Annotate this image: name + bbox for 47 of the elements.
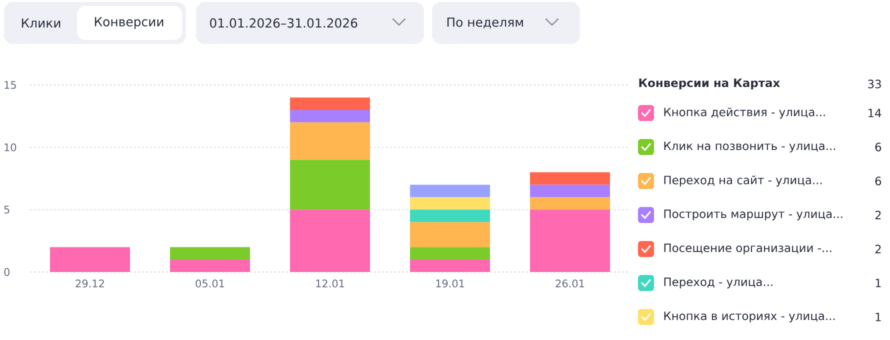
legend-label: Кнопка в историях - улица... (664, 312, 835, 322)
legend-label: Клик на позвонить - улица... (664, 142, 836, 152)
x-tick-label: 05.01 (196, 280, 224, 288)
bar (290, 160, 370, 210)
bar (290, 210, 370, 272)
legend-label: Посещение организации -... (664, 244, 832, 254)
y-tick-label: 10 (4, 143, 16, 152)
bar (170, 260, 250, 272)
bar (530, 172, 610, 185)
text: 33 (868, 80, 881, 88)
text: Клики (22, 18, 60, 28)
x-tick-label: 29.12 (76, 280, 104, 288)
text: 01.01.2026–31.01.2026 (210, 18, 358, 28)
legend-label: Построить маршрут - улица... (664, 210, 842, 220)
bar (530, 210, 610, 272)
bar (410, 184, 490, 198)
bar (410, 197, 490, 210)
x-tick-label: 19.01 (436, 280, 464, 288)
x-tick-label: 26.01 (556, 280, 584, 288)
y-tick-label: 15 (4, 81, 16, 89)
legend-title: Конверсии на Картах (639, 78, 780, 90)
bar (290, 110, 370, 122)
text: 6 (875, 142, 882, 152)
y-tick-label: 0 (4, 268, 10, 276)
bar (290, 122, 370, 160)
legend-label: Кнопка действия - улица... (664, 107, 825, 119)
bar (290, 97, 370, 110)
text: 2 (875, 244, 881, 254)
text: 1 (876, 312, 881, 322)
text: По неделям (447, 18, 523, 28)
bar (170, 247, 250, 260)
text: Конверсии (94, 17, 164, 29)
bar (530, 184, 610, 198)
text: 1 (876, 278, 881, 288)
legend-label: Переход на сайт - улица... (664, 175, 822, 187)
bar (50, 247, 130, 272)
y-tick-label: 5 (4, 206, 10, 214)
x-tick-label: 12.01 (316, 280, 344, 288)
text: 14 (868, 108, 882, 118)
text: 2 (875, 210, 881, 220)
text: 6 (875, 176, 882, 186)
bar (410, 260, 490, 272)
bar (530, 197, 610, 210)
legend-label: Переход - улица... (664, 278, 772, 288)
bar (410, 210, 490, 222)
bar (410, 222, 490, 248)
bar (410, 247, 490, 260)
